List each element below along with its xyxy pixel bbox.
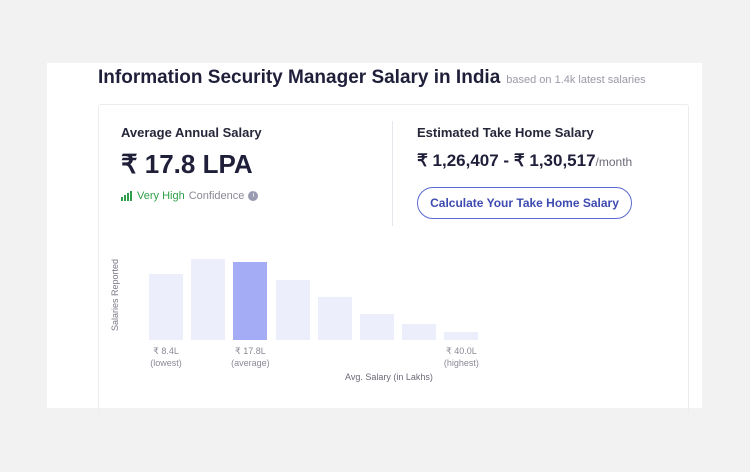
histogram-bar: [149, 274, 183, 340]
tick-note: (highest): [443, 358, 479, 368]
average-salary-label: Average Annual Salary: [121, 125, 262, 140]
chart-x-label: Avg. Salary (in Lakhs): [345, 372, 433, 382]
divider: [392, 121, 393, 226]
x-tick-label: ₹ 17.8L (average): [229, 345, 271, 369]
confidence-label: Confidence: [188, 190, 245, 202]
tick-note: (lowest): [150, 358, 182, 368]
tick-value: ₹ 8.4L: [153, 346, 179, 356]
histogram-bar: [275, 280, 310, 340]
page-title: Information Security Manager Salary in I…: [98, 67, 646, 89]
tick-value: ₹ 17.8L: [235, 346, 266, 356]
histogram-bar: [191, 259, 226, 340]
title-text: Information Security Manager Salary in I…: [98, 67, 501, 88]
tick-value: ₹ 40.0L: [446, 346, 477, 356]
salary-panel: Information Security Manager Salary in I…: [47, 63, 702, 415]
histogram-bar: [402, 324, 437, 340]
signal-bars-icon: [121, 191, 132, 201]
calculate-take-home-button[interactable]: Calculate Your Take Home Salary: [417, 187, 632, 219]
histogram-bar: [233, 262, 268, 340]
histogram-bar: [317, 297, 352, 340]
chart-y-label: Salaries Reported: [110, 258, 121, 332]
histogram-bar: [360, 314, 394, 340]
tick-note: (average): [231, 358, 270, 368]
salary-card: Average Annual Salary ₹ 17.8 LPA Very Hi…: [98, 104, 689, 415]
average-salary-value: ₹ 17.8 LPA: [121, 149, 253, 179]
histogram-bar: [444, 332, 479, 340]
take-home-range: ₹ 1,26,407 - ₹ 1,30,517: [417, 151, 596, 170]
x-tick-label: ₹ 40.0L (highest): [440, 345, 482, 369]
info-icon[interactable]: i: [248, 191, 259, 201]
take-home-unit: /month: [595, 155, 633, 169]
confidence-level: Very High: [137, 190, 185, 202]
take-home-label: Estimated Take Home Salary: [417, 125, 594, 140]
salary-count-subtitle: based on 1.4k latest salaries: [506, 74, 646, 86]
x-tick-label: ₹ 8.4L (lowest): [145, 345, 187, 369]
confidence-indicator: Very High Confidence i: [121, 190, 259, 202]
take-home-value: ₹ 1,26,407 - ₹ 1,30,517/month: [417, 151, 632, 171]
